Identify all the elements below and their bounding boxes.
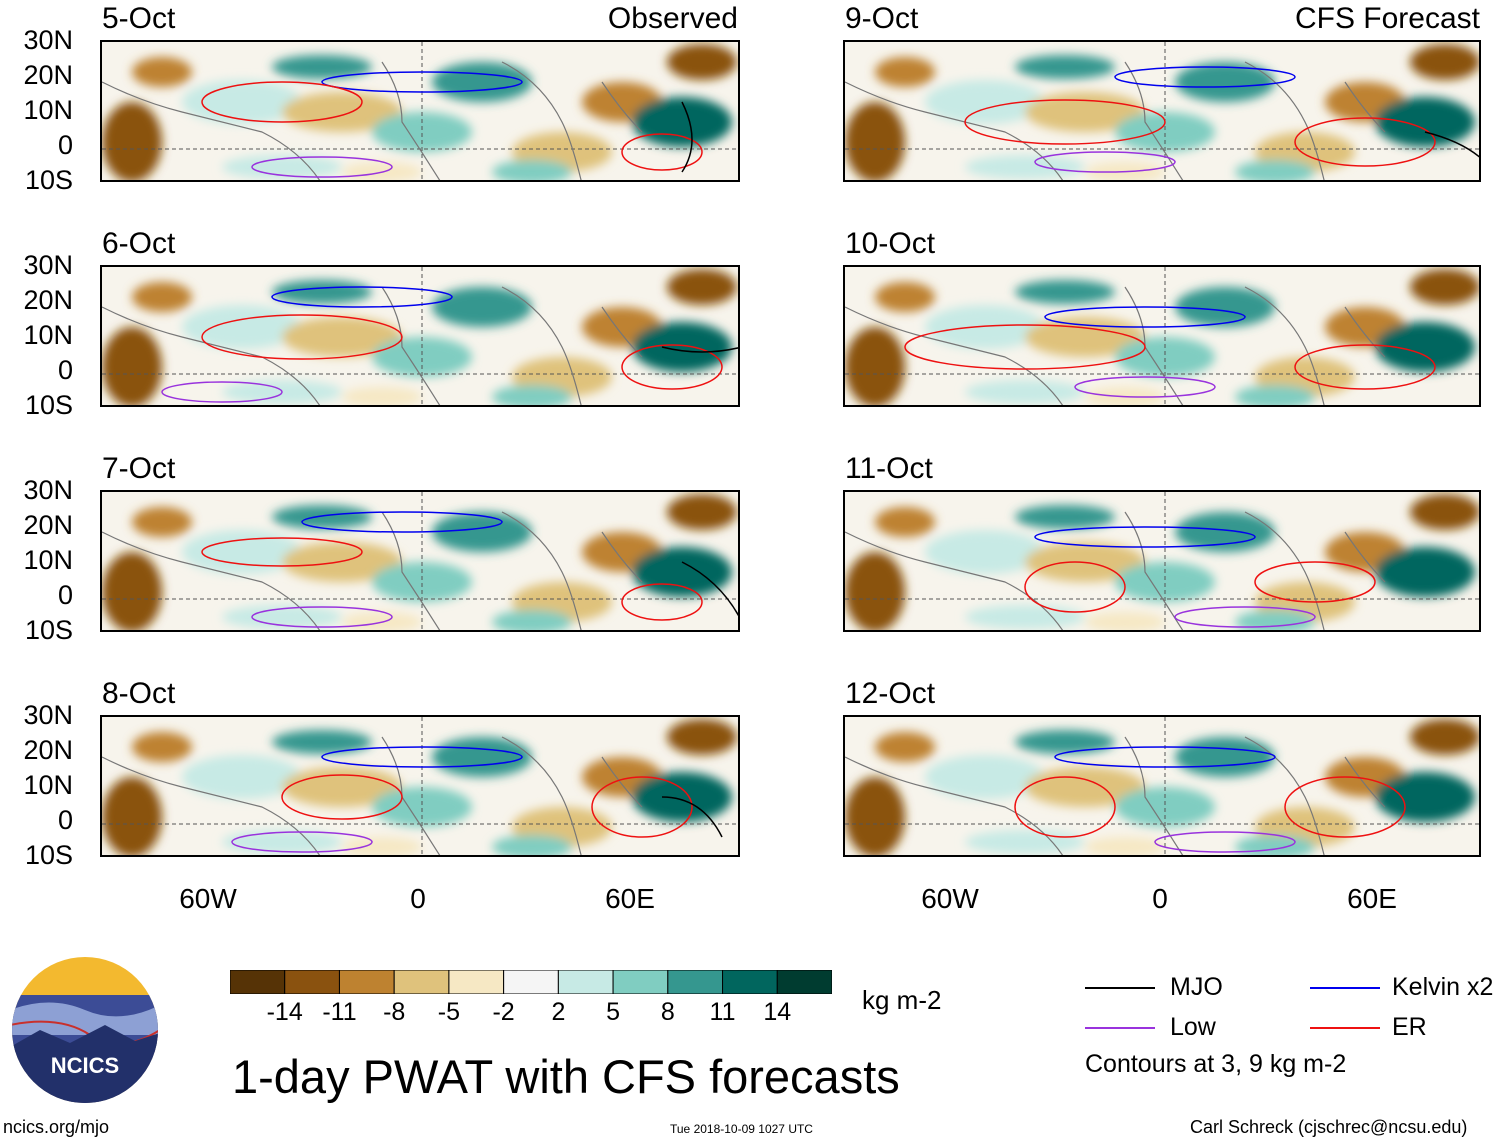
colorbar-swatch — [722, 969, 778, 995]
legend-label: Kelvin x2 — [1392, 973, 1494, 1001]
date-label: 9-Oct — [845, 2, 919, 35]
lat-label: 30N — [23, 25, 73, 55]
colorbar-tick-label: 8 — [660, 998, 675, 1026]
map-panel — [843, 490, 1481, 632]
map-panel — [843, 715, 1481, 857]
lat-label: 0 — [57, 130, 73, 160]
lat-label: 30N — [23, 250, 73, 280]
colorbar-tick-label: -8 — [383, 998, 406, 1026]
date-label: 7-Oct — [102, 452, 176, 485]
lat-label: 10N — [23, 770, 73, 800]
observed-label: Observed — [607, 2, 738, 35]
colorbar-tick-label: -14 — [266, 998, 303, 1026]
lon-label: 60E — [605, 883, 655, 914]
colorbar-swatch — [393, 969, 450, 995]
date-label: 6-Oct — [102, 227, 176, 260]
lat-label: 0 — [57, 355, 73, 385]
date-label: 11-Oct — [845, 452, 933, 485]
colorbar-swatch — [557, 969, 614, 995]
legend-label: ER — [1392, 1013, 1427, 1041]
colorbar — [229, 969, 833, 995]
footer-right: Carl Schreck (cjschrec@ncsu.edu) — [1190, 1117, 1468, 1137]
page-title: 1-day PWAT with CFS forecasts — [232, 1050, 900, 1103]
colorbar-tick-label: 11 — [709, 998, 736, 1026]
map-panel — [843, 40, 1481, 182]
date-label: 10-Oct — [845, 227, 936, 260]
colorbar-ticks: -14 -11 -8 -5 -2 2 5 8 11 14 — [230, 1000, 832, 1030]
lon-label: 60E — [1347, 883, 1397, 914]
colorbar-swatch — [667, 969, 724, 995]
footer-center: Tue 2018-10-09 1027 UTC — [670, 1122, 813, 1136]
map-panel — [100, 265, 740, 407]
lat-label: 10N — [23, 320, 73, 350]
map-panel — [100, 40, 740, 182]
colorbar-swatch — [776, 969, 833, 995]
map-panel — [100, 490, 740, 632]
lon-label: 0 — [1152, 883, 1168, 914]
lat-label: 30N — [23, 700, 73, 730]
colorbar-tick-label: 14 — [763, 998, 792, 1026]
lat-label: 10S — [24, 840, 73, 870]
date-label: 5-Oct — [102, 2, 176, 35]
lat-label: 10N — [23, 545, 73, 575]
lat-label: 10S — [24, 615, 73, 645]
colorbar-swatch — [612, 969, 669, 995]
colorbar-tick-label: 5 — [606, 998, 621, 1026]
lon-label: 60W — [179, 883, 237, 914]
colorbar-swatch — [338, 969, 395, 995]
lat-label: 20N — [23, 510, 73, 540]
lat-label: 20N — [23, 735, 73, 765]
lat-label: 10S — [24, 165, 73, 195]
date-label: 8-Oct — [102, 677, 176, 710]
lat-label: 20N — [23, 285, 73, 315]
forecast-label: CFS Forecast — [1294, 2, 1480, 35]
ncics-logo: NCICS — [10, 955, 160, 1105]
lat-label: 30N — [23, 475, 73, 505]
logo-text: NCICS — [51, 1053, 119, 1078]
colorbar-tick-label: -11 — [322, 998, 357, 1026]
lat-label: 20N — [23, 60, 73, 90]
colorbar-swatch — [284, 969, 340, 995]
legend-label: Low — [1170, 1013, 1216, 1041]
lat-label: 10N — [23, 95, 73, 125]
lat-label: 10S — [24, 390, 73, 420]
footer-left: ncics.org/mjo — [3, 1117, 110, 1137]
contour-note: Contours at 3, 9 kg m-2 — [1085, 1050, 1347, 1078]
colorbar-tick-label: -2 — [492, 998, 515, 1026]
colorbar-tick-label: -5 — [437, 998, 460, 1026]
legend: MJO Kelvin x2 Low ER — [1085, 975, 1505, 1065]
colorbar-swatch — [229, 969, 286, 995]
map-panel — [100, 715, 740, 857]
lat-label: 0 — [57, 580, 73, 610]
lon-label: 0 — [410, 883, 426, 914]
colorbar-swatches — [229, 969, 833, 995]
colorbar-swatch — [503, 969, 559, 995]
date-label: 12-Oct — [845, 677, 936, 710]
legend-label: MJO — [1170, 973, 1223, 1001]
map-panel — [843, 265, 1481, 407]
colorbar-tick-label: 2 — [551, 998, 566, 1026]
lat-label: 0 — [57, 805, 73, 835]
colorbar-swatch — [448, 969, 505, 995]
lon-label: 60W — [921, 883, 979, 914]
units-label: kg m-2 — [862, 985, 942, 1015]
